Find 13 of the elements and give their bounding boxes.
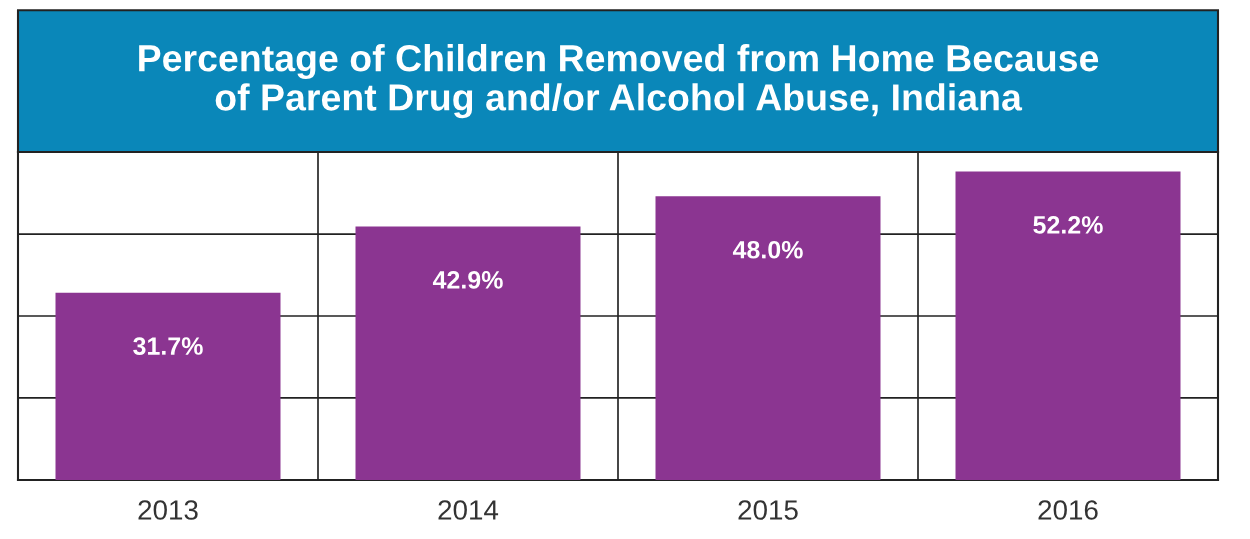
- data-label: 42.9%: [432, 271, 503, 289]
- bar: [655, 196, 881, 480]
- x-tick-label: 2013: [138, 500, 198, 520]
- x-tick-label: 2016: [1038, 500, 1098, 520]
- data-label: 48.0%: [732, 240, 803, 259]
- x-tick-label: 2014: [438, 500, 499, 520]
- bar: [955, 171, 1181, 480]
- data-label: 52.2%: [1033, 216, 1103, 234]
- data-label: 31.7%: [133, 337, 203, 355]
- x-tick-label: 2015: [738, 500, 798, 520]
- chart-title: Percentage of Children Removed from Home Because of Parent Drug and/or Alcohol Abuse, Indiana: [139, 43, 1099, 119]
- bar: [55, 292, 281, 480]
- bar: [355, 226, 581, 480]
